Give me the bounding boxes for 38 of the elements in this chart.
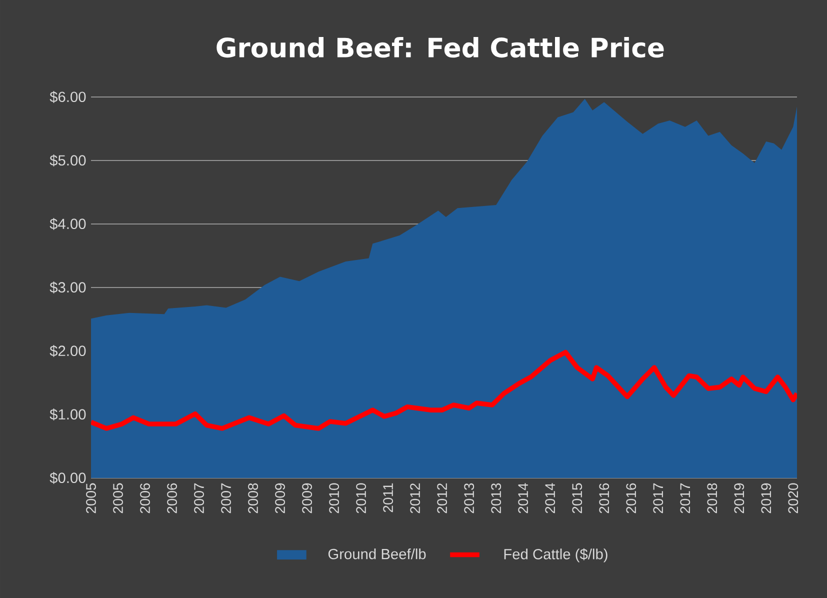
- x-tick-label: 2010: [356, 483, 366, 514]
- x-tick-label: 2012: [437, 483, 448, 514]
- x-tick-label: 2007: [221, 483, 231, 514]
- x-tick-label: 2018: [707, 483, 718, 514]
- x-tick-label: 2005: [113, 483, 123, 514]
- x-tick-label: 2015: [572, 483, 582, 514]
- x-tick-label: 2008: [248, 483, 258, 514]
- x-tick-label: 2019: [761, 483, 772, 514]
- chart-title: Ground Beef: Fed Cattle Price: [216, 37, 664, 58]
- x-tick-label: 2009: [302, 483, 312, 514]
- y-tick-label: $5.00: [50, 154, 86, 166]
- x-tick-label: 2010: [329, 483, 340, 514]
- x-tick-label: 2005: [86, 483, 96, 514]
- x-tick-label: 2014: [545, 483, 556, 514]
- x-tick-label: 2007: [194, 483, 204, 514]
- legend-label: Ground Beef/lb: [328, 548, 426, 560]
- y-tick-label: $2.00: [50, 345, 86, 357]
- x-tick-label: 2016: [599, 483, 610, 514]
- x-tick-label: 2016: [626, 483, 636, 514]
- x-tick-label: 2006: [167, 483, 177, 514]
- x-tick-label: 2013: [491, 483, 502, 514]
- x-tick-label: 2014: [518, 483, 528, 514]
- x-tick-label: 2009: [275, 483, 286, 514]
- x-tick-label: 2011: [383, 483, 394, 512]
- y-tick-label: $0.00: [50, 472, 86, 484]
- x-tick-label: 2013: [464, 483, 474, 514]
- x-tick-label: 2019: [734, 483, 744, 514]
- legend-label: Fed Cattle ($/lb): [504, 548, 608, 562]
- y-tick-label: $3.00: [50, 282, 86, 294]
- x-tick-label: 2017: [653, 483, 664, 514]
- y-tick-label: $4.00: [50, 218, 86, 230]
- x-tick-label: 2017: [680, 483, 690, 514]
- x-tick-label: 2012: [410, 483, 420, 514]
- x-tick-label: 2006: [140, 483, 150, 514]
- line-series: [91, 350, 797, 431]
- y-tick-label: $6.00: [50, 91, 86, 103]
- x-tick-label: 2020: [788, 483, 798, 514]
- y-tick-label: $1.00: [50, 408, 86, 420]
